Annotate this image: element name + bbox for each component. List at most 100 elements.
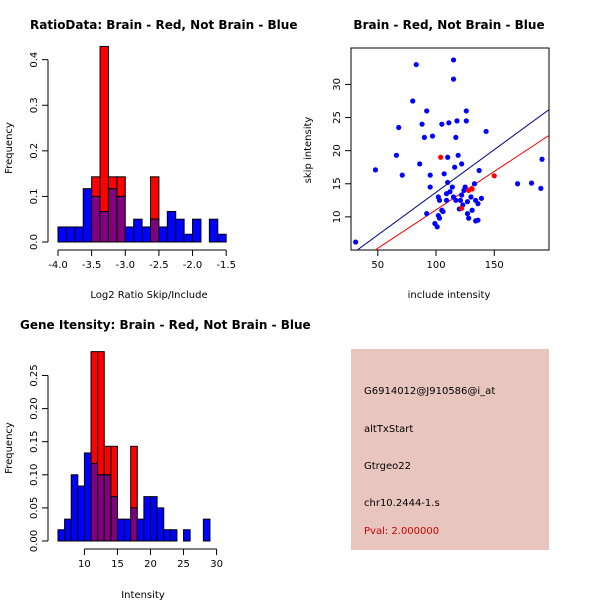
not-brain-point bbox=[419, 121, 425, 127]
not-brain-point bbox=[464, 210, 471, 217]
not-brain-point bbox=[450, 57, 457, 63]
not-brain-point bbox=[453, 197, 459, 203]
ratio-histogram-not-brain-bar bbox=[183, 233, 194, 243]
intensity-histogram-not-brain-bar bbox=[116, 518, 125, 542]
not-brain-point bbox=[457, 197, 464, 203]
not-brain-point bbox=[393, 152, 400, 158]
ratio-histogram-not-brain-bar bbox=[74, 226, 84, 243]
intensity-histogram-not-brain-bar bbox=[183, 529, 191, 542]
not-brain-point bbox=[440, 208, 446, 215]
not-brain-point bbox=[475, 217, 481, 223]
ratio-histogram-x-tick-label: -1.5 bbox=[216, 260, 236, 271]
not-brain-point bbox=[452, 164, 458, 170]
scatter-plot-box bbox=[350, 47, 550, 251]
scatter-x-tick-label: 150 bbox=[485, 260, 504, 271]
not-brain-point bbox=[436, 197, 443, 203]
ratio-histogram-not-brain-bar bbox=[217, 233, 227, 243]
intensity-scatter: Brain - Red, Not Brain - Blue include in… bbox=[303, 18, 550, 301]
not-brain-point bbox=[429, 133, 436, 139]
not-brain-point bbox=[399, 172, 405, 178]
intensity-histogram-not-brain-bar bbox=[169, 529, 178, 542]
intensity-histogram-brain-bar bbox=[130, 445, 138, 509]
scatter-y-tick-label: 20 bbox=[332, 144, 343, 157]
not-brain-point bbox=[478, 195, 485, 201]
not-brain-point bbox=[468, 194, 474, 200]
intensity-histogram-y-tick-label: 0.05 bbox=[29, 497, 40, 519]
not-brain-point bbox=[417, 161, 423, 167]
intensity-histogram-brain-bar bbox=[110, 445, 118, 498]
intensity-histogram-not-brain-bar bbox=[77, 485, 85, 542]
intensity-histogram-x-tick-label: 30 bbox=[210, 559, 223, 570]
intensity-histogram-brain-bar bbox=[103, 445, 112, 476]
intensity-histogram-y-tick-label: 0.15 bbox=[29, 431, 40, 453]
not-brain-point bbox=[439, 121, 445, 127]
not-brain-point bbox=[464, 199, 471, 205]
intensity-histogram: Gene Itensity: Brain - Red, Not Brain - … bbox=[4, 318, 311, 601]
intensity-histogram-overlap-bar bbox=[97, 474, 105, 542]
ratio-histogram-y-tick-label: 0.1 bbox=[29, 188, 40, 204]
scatter-y-tick-label: 10 bbox=[332, 211, 343, 224]
not-brain-point bbox=[476, 167, 482, 174]
ratio-histogram-not-brain-bar bbox=[124, 226, 135, 243]
intensity-histogram-xlabel: Intensity bbox=[121, 590, 165, 600]
intensity-histogram-not-brain-bar bbox=[57, 529, 66, 542]
ratio-histogram-y-tick-label: 0.4 bbox=[29, 52, 40, 68]
intensity-histogram-y-tick-label: 0.25 bbox=[29, 364, 40, 386]
not-brain-point bbox=[449, 184, 455, 190]
intensity-histogram-brain-bar bbox=[97, 351, 105, 476]
intensity-histogram-not-brain-bar bbox=[202, 518, 211, 542]
ratio-histogram-brain-bar bbox=[150, 176, 160, 220]
intensity-histogram-overlap-bar bbox=[110, 496, 118, 542]
intensity-histogram-not-brain-bar bbox=[123, 518, 132, 542]
intensity-histogram-ylabel: Frequency bbox=[4, 422, 15, 474]
ratio-histogram-ylabel: Frequency bbox=[4, 122, 15, 174]
intensity-histogram-not-brain-bar bbox=[150, 496, 158, 542]
not-brain-point bbox=[450, 76, 457, 82]
intensity-histogram-y-tick-label: 0.20 bbox=[29, 397, 40, 419]
ratio-histogram-not-brain-bar bbox=[141, 226, 152, 243]
intensity-histogram-brain-bar bbox=[90, 351, 99, 465]
ratio-histogram-y-tick-label: 0.3 bbox=[29, 97, 40, 113]
ratio-histogram: RatioData: Brain - Red, Not Brain - Blue… bbox=[4, 18, 297, 301]
ratio-histogram-not-brain-bar bbox=[158, 226, 168, 243]
ratio-histogram-overlap-bar bbox=[116, 195, 126, 243]
not-brain-point bbox=[471, 181, 478, 187]
intensity-histogram-x-tick-label: 15 bbox=[111, 559, 124, 570]
ratio-histogram-overlap-bar bbox=[107, 188, 118, 243]
info-panel: G6914012@J910586@i_at altTxStart Gtrgeo2… bbox=[351, 349, 549, 550]
scatter-x-tick-label: 50 bbox=[371, 260, 384, 271]
intensity-histogram-overlap-bar bbox=[130, 507, 138, 542]
not-brain-point bbox=[424, 210, 430, 217]
intensity-histogram-x-tick-label: 20 bbox=[144, 559, 157, 570]
not-brain-point bbox=[446, 120, 452, 126]
ratio-histogram-brain-bar bbox=[116, 176, 126, 197]
scatter-y-tick-label: 25 bbox=[332, 111, 343, 124]
intensity-histogram-overlap-bar bbox=[103, 474, 112, 542]
not-brain-point bbox=[454, 118, 460, 124]
intensity-histogram-title: Gene Itensity: Brain - Red, Not Brain - … bbox=[20, 318, 311, 332]
not-brain-point bbox=[410, 98, 416, 104]
ratio-histogram-x-tick-label: -3.0 bbox=[116, 260, 136, 271]
not-brain-point bbox=[459, 161, 465, 167]
not-brain-point bbox=[441, 171, 447, 177]
not-brain-point bbox=[463, 108, 469, 114]
probe-id: G6914012@J910586@i_at bbox=[364, 386, 496, 397]
event-type: altTxStart bbox=[364, 424, 414, 435]
gene-name: Gtrgeo22 bbox=[364, 461, 411, 472]
intensity-histogram-y-tick-label: 0.00 bbox=[29, 530, 40, 552]
not-brain-point bbox=[424, 108, 430, 114]
brain-fit-line bbox=[374, 135, 549, 250]
intensity-histogram-not-brain-bar bbox=[143, 496, 151, 542]
intensity-histogram-x-tick-label: 25 bbox=[177, 559, 190, 570]
ratio-histogram-xlabel: Log2 Ratio Skip/Include bbox=[90, 290, 207, 301]
intensity-histogram-not-brain-bar bbox=[83, 452, 92, 542]
ratio-histogram-overlap-bar bbox=[150, 218, 160, 243]
brain-point bbox=[438, 154, 444, 160]
not-brain-point bbox=[445, 154, 451, 160]
brain-point bbox=[459, 205, 465, 211]
intensity-histogram-not-brain-bar bbox=[156, 507, 165, 542]
not-brain-point bbox=[353, 239, 359, 245]
not-brain-point bbox=[443, 197, 450, 203]
not-brain-point bbox=[462, 184, 468, 190]
brain-point bbox=[491, 173, 497, 179]
